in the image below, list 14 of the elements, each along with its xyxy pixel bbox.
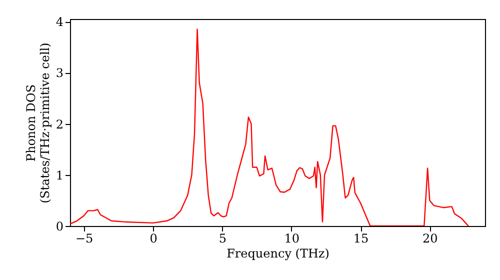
line-series — [70, 28, 469, 226]
x-tick-label: 15 — [353, 232, 369, 246]
y-axis-title: Phonon DOS (States/THz·primitive cell) — [24, 42, 52, 204]
y-tick-label: 2 — [56, 117, 64, 132]
x-tick-label: 0 — [150, 232, 158, 246]
y-tick-label: 1 — [56, 168, 64, 182]
x-tick-label: 20 — [422, 232, 438, 246]
y-tick-label: 4 — [56, 15, 64, 30]
x-axis-title: Frequency (THz) — [226, 246, 330, 260]
x-tick-label: 5 — [218, 232, 226, 246]
y-tick-label: 0 — [56, 220, 64, 234]
y-tick-label: 3 — [56, 66, 64, 80]
x-tick-label: −5 — [75, 232, 94, 246]
x-tick-label: 10 — [284, 232, 300, 246]
